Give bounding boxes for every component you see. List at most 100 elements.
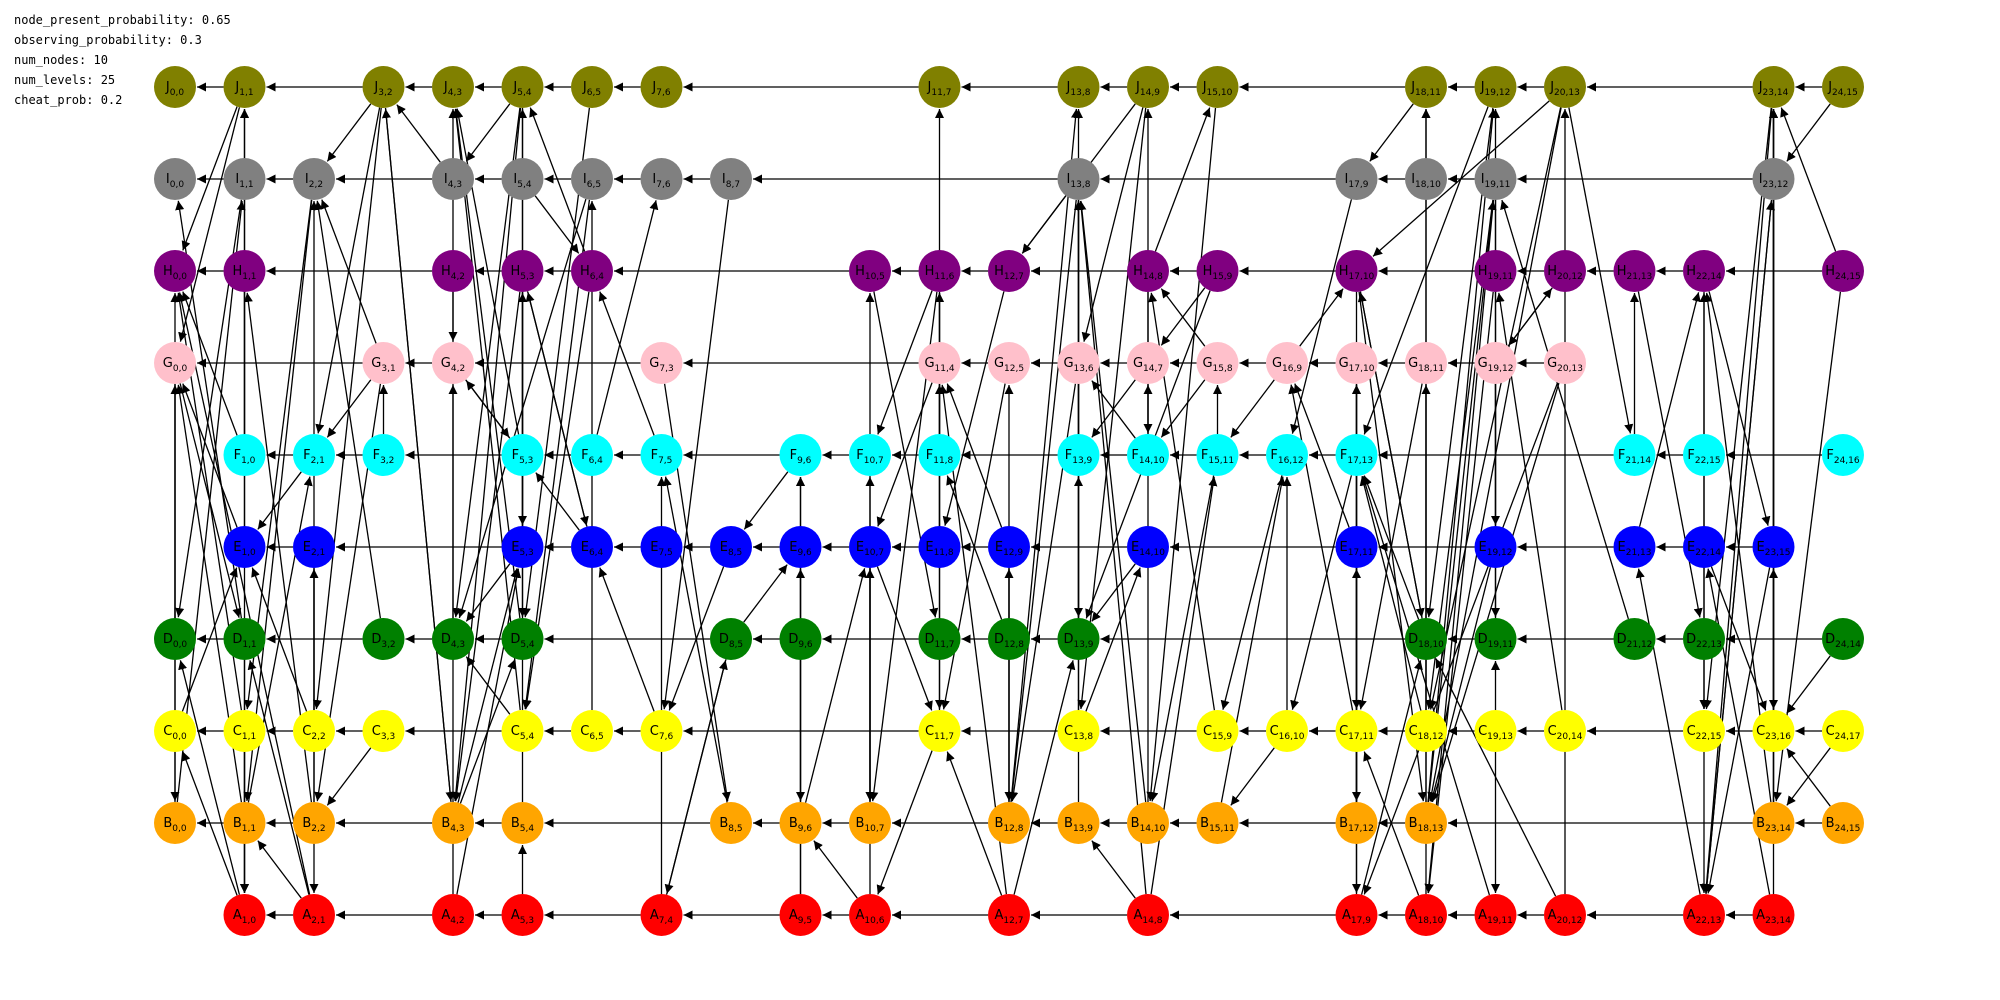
node-G-14-7: G14,7 [1127,342,1169,384]
node-E-17-11: E17,11 [1335,526,1378,568]
cross-edge [1288,384,1354,711]
cross-edge [598,567,655,712]
node-F-17-13: F17,13 [1335,434,1378,476]
cross-edge [178,660,241,895]
node-circle [1057,158,1100,200]
node-C-20-14: C20,14 [1544,710,1586,752]
node-circle [779,618,822,660]
node-J-20-13: J20,13 [1544,66,1586,108]
node-circle [293,894,335,936]
cross-edge [181,106,238,251]
node-J-5-4: J5,4 [501,66,544,108]
cross-edge [946,751,1003,896]
node-circle [501,710,544,752]
node-C-23-16: C23,16 [1752,710,1795,752]
param-cheat-prob: cheat_prob: 0.2 [14,93,123,107]
cross-edge [326,103,372,162]
node-A-18-10: A18,10 [1405,894,1447,936]
node-G-20-13: G20,13 [1544,342,1586,384]
node-circle [154,250,196,292]
node-G-17-10: G17,10 [1335,342,1378,384]
node-H-4-2: H4,2 [432,250,474,292]
cross-edge [1780,107,1837,252]
node-D-0-0: D0,0 [154,618,196,660]
cross-edge [1076,200,1147,895]
node-H-17-10: H17,10 [1335,250,1378,292]
cross-edge [1081,107,1144,342]
node-A-7-4: A7,4 [640,894,683,936]
node-circle [1335,802,1378,844]
node-circle [988,342,1030,384]
node-A-10-6: A10,6 [849,894,891,936]
node-H-14-8: H14,8 [1127,250,1169,292]
node-A-22-13: A22,13 [1683,894,1725,936]
node-circle [918,342,961,384]
node-circle [362,710,405,752]
node-B-13-9: B13,9 [1057,802,1100,844]
cross-edge [1568,107,1634,434]
node-circle [1683,710,1725,752]
cross-edge [177,292,311,895]
node-circle [640,342,683,384]
node-circle [1127,250,1169,292]
node-circle [1822,802,1864,844]
node-J-13-8: J13,8 [1057,66,1100,108]
cross-edge [1146,107,1217,802]
node-circle [1127,342,1169,384]
node-C-5-4: C5,4 [501,710,544,752]
cross-edge [813,840,858,899]
node-circle [571,434,613,476]
node-circle [988,618,1030,660]
node-circle [293,434,335,476]
cross-edge [529,107,586,252]
node-circle [779,894,822,936]
node-G-16-9: G16,9 [1266,342,1308,384]
cross-edge [876,750,933,895]
node-F-1-0: F1,0 [223,434,266,476]
node-I-0-0: I0,0 [154,158,196,200]
cross-edge [1299,288,1344,347]
node-F-21-14: F21,14 [1613,434,1656,476]
node-D-4-3: D4,3 [432,618,474,660]
node-circle [1613,618,1656,660]
node-circle [1057,342,1100,384]
node-F-6-4: F6,4 [571,434,613,476]
cross-edge [454,108,520,435]
cross-edge [1290,475,1353,710]
node-circle [779,802,822,844]
node-I-4-3: I4,3 [432,158,474,200]
cross-edge [465,103,511,162]
node-circle [1613,526,1656,568]
cross-edge [181,751,238,896]
node-C-17-11: C17,11 [1335,710,1378,752]
node-circle [1683,250,1725,292]
cross-edge [1077,200,1147,803]
param-node-present-probability: node_present_probability: 0.65 [14,13,231,27]
node-H-21-13: H21,13 [1613,250,1656,292]
node-B-9-6: B9,6 [779,802,822,844]
node-B-0-0: B0,0 [154,802,196,844]
node-circle [1613,434,1656,476]
node-circle [154,802,196,844]
node-E-11-8: E11,8 [918,526,961,568]
node-circle [432,66,474,108]
cross-edge [1435,658,1557,897]
cross-edge [1702,107,1773,894]
node-circle [710,526,752,568]
node-circle [1752,66,1795,108]
node-J-4-3: J4,3 [432,66,474,108]
node-circle [154,710,196,752]
cross-edge [1637,291,1703,618]
cross-edge [876,382,933,527]
node-B-17-12: B17,12 [1335,802,1378,844]
node-I-23-12: I23,12 [1752,158,1795,200]
node-H-5-3: H5,3 [501,250,544,292]
node-F-24-16: F24,16 [1822,434,1864,476]
node-G-3-1: G3,1 [362,342,405,384]
node-circle [1822,434,1864,476]
node-circle [918,618,961,660]
node-B-23-14: B23,14 [1752,802,1795,844]
node-circle [1752,526,1795,568]
node-circle [1683,526,1725,568]
node-B-10-7: B10,7 [849,802,891,844]
